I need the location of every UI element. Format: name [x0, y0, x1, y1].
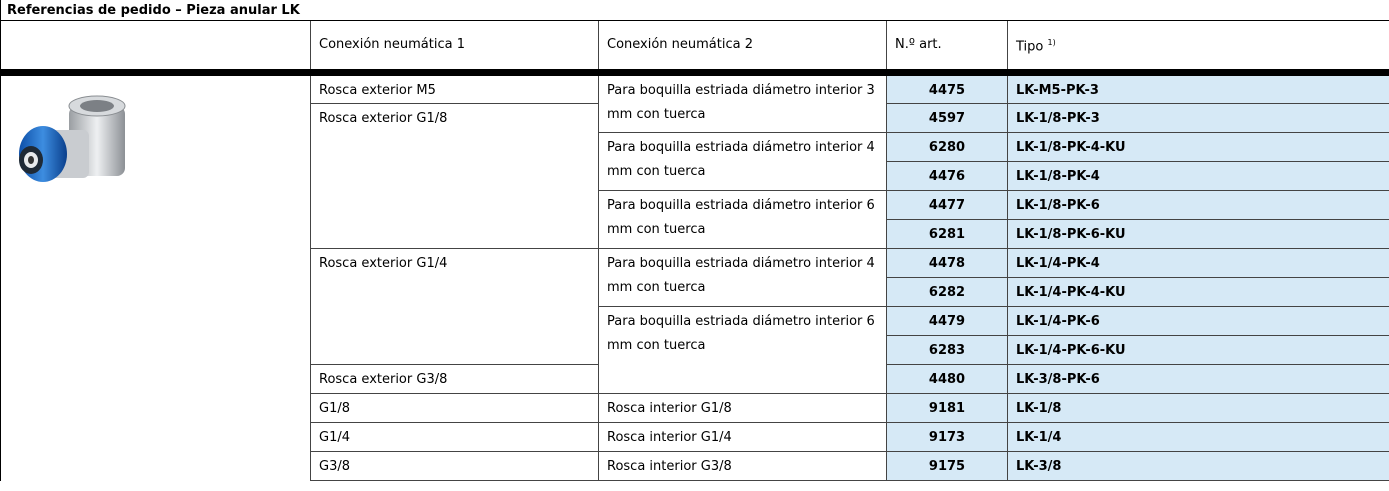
connection-2: Para boquilla estriada diámetro interior… — [599, 307, 887, 394]
connection-1: G1/8 — [311, 394, 599, 423]
connection-2: Rosca interior G3/8 — [599, 452, 887, 481]
part-number: 4477 — [887, 191, 1008, 220]
part-number: 4597 — [887, 104, 1008, 133]
header-cell: Tipo 1) — [1008, 21, 1389, 73]
table-title: Referencias de pedido – Pieza anular LK — [0, 0, 1389, 21]
connection-1: Rosca exterior G1/8 — [311, 104, 599, 249]
connection-2: Para boquilla estriada diámetro interior… — [599, 191, 887, 249]
order-table: Conexión neumática 1 Conexión neumática … — [0, 21, 1389, 481]
header-cell: N.º art. — [887, 21, 1008, 73]
connection-1: Rosca exterior G1/4 — [311, 249, 599, 365]
type-code: LK-1/8-PK-6-KU — [1008, 220, 1389, 249]
connection-1: Rosca exterior G3/8 — [311, 365, 599, 394]
part-number: 4478 — [887, 249, 1008, 278]
part-number: 6281 — [887, 220, 1008, 249]
part-number: 9173 — [887, 423, 1008, 452]
part-number: 4475 — [887, 73, 1008, 104]
type-code: LK-M5-PK-3 — [1008, 73, 1389, 104]
connection-1: Rosca exterior M5 — [311, 73, 599, 104]
type-code: LK-1/4-PK-6 — [1008, 307, 1389, 336]
header-row: Conexión neumática 1 Conexión neumática … — [1, 21, 1389, 73]
type-code: LK-1/4-PK-4-KU — [1008, 278, 1389, 307]
part-number: 4480 — [887, 365, 1008, 394]
part-number: 4476 — [887, 162, 1008, 191]
header-text: Tipo — [1016, 39, 1043, 54]
product-image-cell — [1, 73, 311, 481]
connection-1: G1/4 — [311, 423, 599, 452]
type-code: LK-3/8 — [1008, 452, 1389, 481]
connection-2: Rosca interior G1/4 — [599, 423, 887, 452]
type-code: LK-1/8-PK-6 — [1008, 191, 1389, 220]
type-code: LK-1/8-PK-4 — [1008, 162, 1389, 191]
connection-2: Rosca interior G1/8 — [599, 394, 887, 423]
connection-2: Para boquilla estriada diámetro interior… — [599, 249, 887, 307]
type-code: LK-1/4-PK-6-KU — [1008, 336, 1389, 365]
type-code: LK-1/8-PK-3 — [1008, 104, 1389, 133]
part-number: 4479 — [887, 307, 1008, 336]
header-cell: Conexión neumática 1 — [311, 21, 599, 73]
footnote-ref: 1) — [1048, 38, 1056, 47]
type-code: LK-3/8-PK-6 — [1008, 365, 1389, 394]
type-code: LK-1/8 — [1008, 394, 1389, 423]
connection-1: G3/8 — [311, 452, 599, 481]
part-number: 9175 — [887, 452, 1008, 481]
connection-2: Para boquilla estriada diámetro interior… — [599, 133, 887, 191]
part-number: 9181 — [887, 394, 1008, 423]
part-number: 6280 — [887, 133, 1008, 162]
header-cell — [1, 21, 311, 73]
type-code: LK-1/8-PK-4-KU — [1008, 133, 1389, 162]
type-code: LK-1/4-PK-4 — [1008, 249, 1389, 278]
part-number: 6282 — [887, 278, 1008, 307]
page: Referencias de pedido – Pieza anular LK … — [0, 0, 1389, 491]
product-image — [11, 86, 161, 196]
type-code: LK-1/4 — [1008, 423, 1389, 452]
part-number: 6283 — [887, 336, 1008, 365]
connection-2: Para boquilla estriada diámetro interior… — [599, 73, 887, 133]
header-cell: Conexión neumática 2 — [599, 21, 887, 73]
